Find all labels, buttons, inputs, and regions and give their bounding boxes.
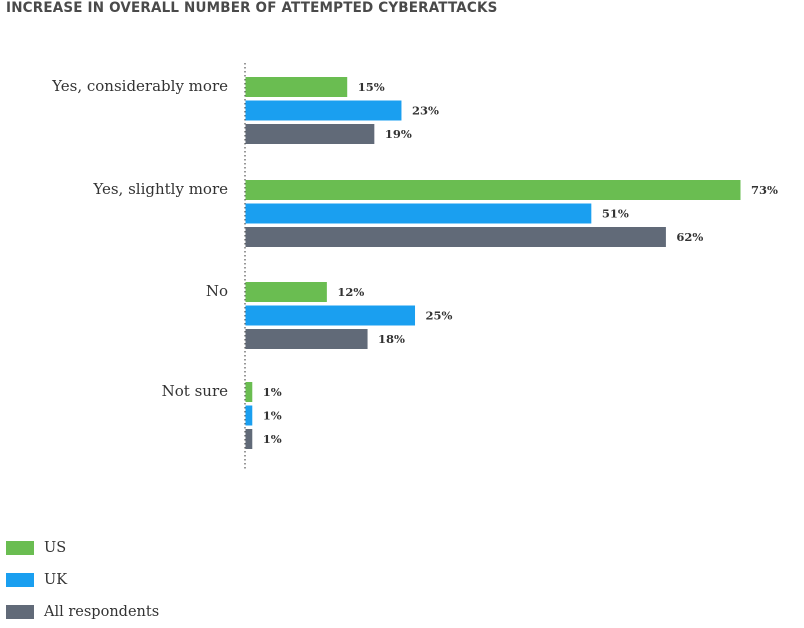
legend-label: UK	[44, 572, 68, 588]
data-label: 18%	[378, 332, 405, 346]
data-label: 19%	[385, 127, 412, 141]
bar	[245, 203, 592, 224]
data-label: 1%	[263, 385, 282, 399]
data-label: 62%	[676, 230, 703, 244]
bar	[245, 305, 416, 326]
bar	[245, 124, 375, 144]
legend-swatch	[6, 541, 34, 555]
data-label: 1%	[263, 409, 282, 423]
bar	[245, 100, 402, 121]
bar	[245, 382, 253, 402]
data-label: 51%	[602, 207, 629, 221]
legend-item: US	[6, 532, 159, 564]
legend-swatch	[6, 573, 34, 587]
legend-swatch	[6, 605, 34, 619]
legend-item: All respondents	[6, 596, 159, 628]
legend-label: All respondents	[44, 604, 160, 620]
category-label: Yes, considerably more	[51, 77, 228, 95]
legend: US UK All respondents	[6, 532, 159, 628]
bar	[245, 429, 253, 449]
bar	[245, 405, 253, 426]
data-label: 15%	[358, 80, 385, 94]
category-label: Not sure	[162, 382, 228, 400]
bar	[245, 282, 327, 302]
data-label: 25%	[426, 309, 453, 323]
data-label: 23%	[412, 104, 439, 118]
data-label: 1%	[263, 432, 282, 446]
bar	[245, 180, 741, 200]
legend-item: UK	[6, 564, 159, 596]
bar	[245, 329, 368, 349]
bar	[245, 77, 348, 97]
legend-label: US	[44, 540, 67, 556]
data-label: 12%	[337, 285, 364, 299]
data-label: 73%	[751, 183, 778, 197]
chart-title: INCREASE IN OVERALL NUMBER OF ATTEMPTED …	[6, 0, 498, 16]
category-label: No	[206, 282, 228, 300]
category-label: Yes, slightly more	[92, 180, 228, 198]
bar	[245, 227, 666, 247]
